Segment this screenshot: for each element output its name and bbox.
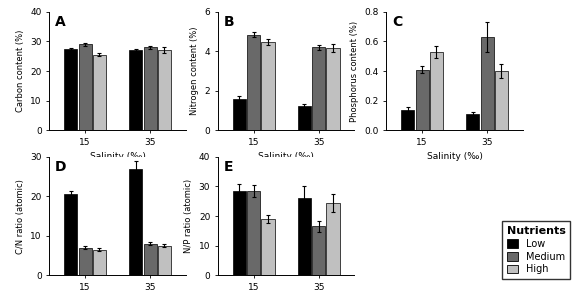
Legend: Low, Medium, High: Low, Medium, High bbox=[502, 221, 571, 279]
Text: B: B bbox=[223, 15, 234, 29]
X-axis label: Salinity (‰): Salinity (‰) bbox=[89, 152, 146, 161]
Y-axis label: C/N ratio (atomic): C/N ratio (atomic) bbox=[16, 179, 24, 253]
Bar bbox=[233, 99, 246, 130]
Bar bbox=[327, 203, 339, 275]
Bar bbox=[64, 49, 77, 130]
X-axis label: Salinity (‰): Salinity (‰) bbox=[258, 152, 314, 161]
Bar bbox=[298, 198, 311, 275]
Text: C: C bbox=[392, 15, 402, 29]
Bar bbox=[93, 55, 106, 130]
Bar bbox=[130, 50, 142, 130]
Bar bbox=[312, 47, 325, 130]
Bar bbox=[480, 37, 494, 130]
Bar bbox=[158, 246, 171, 275]
Text: D: D bbox=[55, 160, 66, 174]
Bar bbox=[144, 47, 157, 130]
Bar bbox=[415, 70, 429, 130]
Bar bbox=[233, 191, 246, 275]
Y-axis label: N/P ratio (atomic): N/P ratio (atomic) bbox=[184, 179, 193, 253]
Bar bbox=[467, 114, 479, 130]
Bar bbox=[327, 48, 339, 130]
Text: A: A bbox=[55, 15, 66, 29]
Bar bbox=[401, 110, 414, 130]
Bar bbox=[247, 35, 260, 130]
Bar bbox=[261, 42, 274, 130]
Bar bbox=[64, 194, 77, 275]
Y-axis label: Phosphorus content (%): Phosphorus content (%) bbox=[350, 20, 359, 122]
Bar bbox=[78, 248, 92, 275]
Bar bbox=[93, 250, 106, 275]
Bar bbox=[78, 44, 92, 130]
Bar bbox=[158, 50, 171, 130]
Bar bbox=[312, 226, 325, 275]
Y-axis label: Nitrogen content (%): Nitrogen content (%) bbox=[190, 27, 199, 115]
X-axis label: Salinity (‰): Salinity (‰) bbox=[426, 152, 483, 161]
Bar bbox=[495, 71, 508, 130]
Bar bbox=[261, 219, 274, 275]
Bar bbox=[144, 244, 157, 275]
Bar bbox=[430, 52, 443, 130]
Bar bbox=[247, 191, 260, 275]
Y-axis label: Carbon content (%): Carbon content (%) bbox=[16, 30, 24, 112]
Bar bbox=[298, 106, 311, 130]
Text: E: E bbox=[223, 160, 233, 174]
Bar bbox=[130, 169, 142, 275]
